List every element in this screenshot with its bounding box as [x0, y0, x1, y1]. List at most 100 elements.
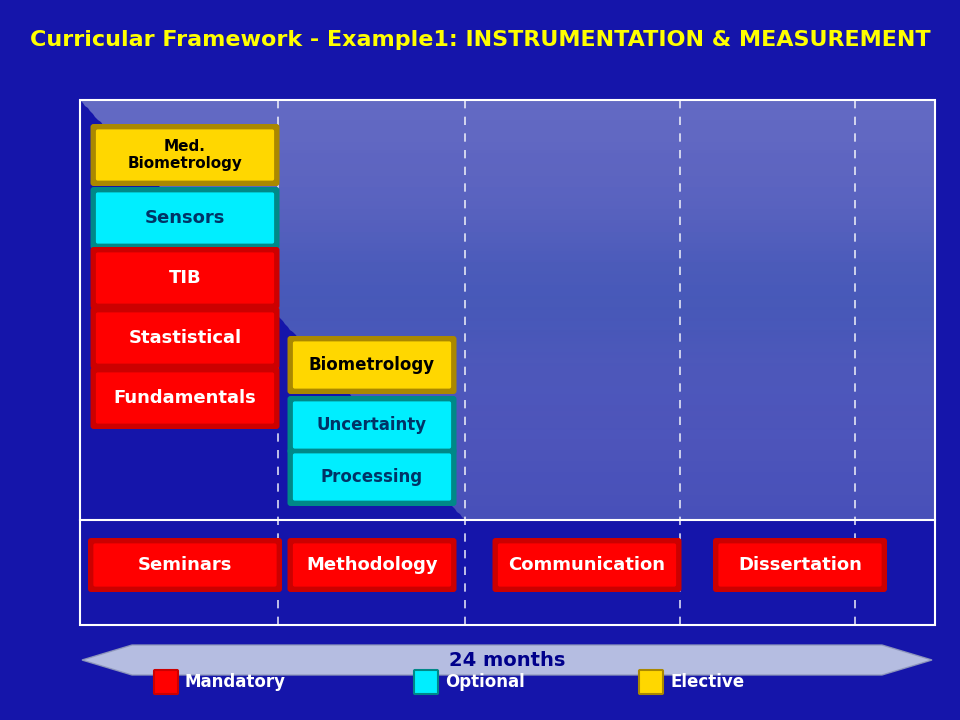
Polygon shape: [370, 416, 935, 419]
Polygon shape: [80, 100, 935, 103]
Polygon shape: [288, 327, 935, 330]
Polygon shape: [132, 156, 935, 159]
Polygon shape: [337, 380, 935, 383]
Polygon shape: [152, 179, 935, 181]
FancyBboxPatch shape: [88, 538, 282, 592]
Text: TIB: TIB: [169, 269, 202, 287]
Polygon shape: [262, 299, 935, 302]
Polygon shape: [90, 111, 935, 114]
Polygon shape: [170, 198, 935, 201]
Polygon shape: [259, 296, 935, 299]
FancyBboxPatch shape: [292, 400, 452, 450]
Polygon shape: [182, 212, 935, 215]
Polygon shape: [311, 352, 935, 355]
FancyBboxPatch shape: [713, 538, 887, 592]
Polygon shape: [136, 161, 935, 164]
Polygon shape: [285, 324, 935, 327]
Polygon shape: [93, 114, 935, 117]
Polygon shape: [329, 372, 935, 374]
FancyBboxPatch shape: [90, 187, 279, 249]
Polygon shape: [188, 217, 935, 220]
Polygon shape: [244, 279, 935, 282]
Text: Stastistical: Stastistical: [129, 329, 242, 347]
Polygon shape: [103, 125, 935, 128]
FancyBboxPatch shape: [292, 542, 452, 588]
Text: Fundamentals: Fundamentals: [113, 389, 256, 407]
Polygon shape: [188, 217, 935, 220]
Polygon shape: [159, 186, 935, 189]
Polygon shape: [205, 237, 935, 240]
Polygon shape: [221, 254, 935, 257]
Polygon shape: [250, 285, 935, 287]
Polygon shape: [324, 366, 935, 369]
Polygon shape: [285, 324, 935, 327]
Polygon shape: [132, 156, 935, 159]
Polygon shape: [224, 257, 935, 260]
Polygon shape: [426, 478, 935, 481]
Polygon shape: [162, 189, 935, 192]
Polygon shape: [259, 296, 935, 299]
Polygon shape: [139, 164, 935, 167]
Polygon shape: [221, 254, 935, 257]
Polygon shape: [101, 122, 935, 125]
Text: Sensors: Sensors: [145, 209, 226, 227]
Polygon shape: [106, 128, 935, 131]
Polygon shape: [162, 189, 935, 192]
Polygon shape: [308, 349, 935, 352]
Polygon shape: [110, 134, 935, 136]
Text: Dissertation: Dissertation: [738, 556, 862, 574]
Polygon shape: [208, 240, 935, 243]
FancyBboxPatch shape: [639, 670, 663, 694]
FancyBboxPatch shape: [154, 670, 178, 694]
Polygon shape: [434, 487, 935, 489]
Polygon shape: [90, 111, 935, 114]
Polygon shape: [276, 312, 935, 315]
Polygon shape: [239, 274, 935, 276]
Polygon shape: [231, 265, 935, 268]
Polygon shape: [314, 355, 935, 358]
Polygon shape: [95, 117, 935, 120]
Polygon shape: [329, 372, 935, 374]
Polygon shape: [262, 299, 935, 302]
Polygon shape: [165, 192, 935, 195]
Polygon shape: [419, 469, 935, 472]
Polygon shape: [403, 453, 935, 456]
Polygon shape: [155, 181, 935, 184]
Polygon shape: [247, 282, 935, 285]
Polygon shape: [236, 271, 935, 274]
Polygon shape: [182, 212, 935, 215]
Polygon shape: [316, 358, 935, 361]
Polygon shape: [268, 305, 935, 307]
Polygon shape: [452, 506, 935, 509]
Text: Mandatory: Mandatory: [185, 673, 286, 691]
Polygon shape: [113, 136, 935, 139]
Polygon shape: [280, 318, 935, 321]
Polygon shape: [291, 330, 935, 333]
Polygon shape: [314, 355, 935, 358]
Polygon shape: [319, 361, 935, 363]
Polygon shape: [437, 489, 935, 492]
Polygon shape: [180, 210, 935, 212]
Polygon shape: [300, 341, 935, 343]
Polygon shape: [213, 246, 935, 248]
Polygon shape: [357, 402, 935, 405]
Polygon shape: [455, 509, 935, 512]
Polygon shape: [291, 330, 935, 333]
Polygon shape: [182, 212, 935, 215]
Polygon shape: [460, 514, 935, 517]
Polygon shape: [324, 366, 935, 369]
Polygon shape: [121, 145, 935, 148]
Polygon shape: [331, 374, 935, 377]
Polygon shape: [449, 503, 935, 506]
Polygon shape: [196, 226, 935, 229]
Polygon shape: [175, 204, 935, 207]
Polygon shape: [180, 210, 935, 212]
Polygon shape: [444, 498, 935, 500]
Polygon shape: [296, 336, 935, 338]
Polygon shape: [239, 274, 935, 276]
Polygon shape: [283, 321, 935, 324]
Polygon shape: [178, 207, 935, 210]
FancyBboxPatch shape: [292, 340, 452, 390]
Polygon shape: [270, 307, 935, 310]
Polygon shape: [372, 419, 935, 422]
